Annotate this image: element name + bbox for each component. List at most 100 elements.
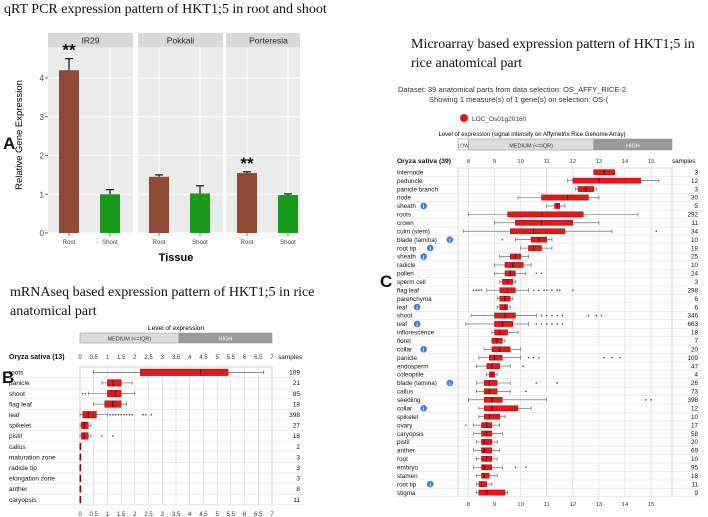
b-row-samples: 3 (296, 465, 300, 472)
b-tick-label-top: 1.5 (117, 355, 126, 361)
c-info-icon-glyph: i (429, 482, 431, 488)
c-info-icon (413, 320, 421, 328)
c-outlier (522, 365, 525, 367)
c-row-label: coleoptile (397, 372, 424, 379)
c-tick-label-bottom: 10 (517, 502, 523, 508)
b-outlier (142, 413, 144, 416)
b-row-samples: 18 (293, 401, 301, 408)
c-row-label: embryo (397, 464, 418, 471)
c-outlier (556, 382, 558, 384)
c-row-samples: 10 (691, 414, 699, 421)
c-box (507, 211, 584, 218)
c-row-label: blade (lamina) (397, 237, 437, 244)
b-tick-label-top: 5.5 (227, 355, 236, 361)
c-box (478, 489, 506, 496)
c-box (483, 413, 500, 420)
c-outlier (501, 238, 504, 241)
c-band-low-label: LOW (458, 144, 470, 150)
c-row-samples: 73 (691, 389, 699, 396)
c-row-samples: 18 (691, 245, 699, 252)
a-bar (190, 193, 210, 233)
a-x-axis-label: Tissue (159, 252, 194, 264)
c-row-label: anther (397, 448, 415, 455)
c-plot-area (457, 167, 673, 498)
c-outlier (551, 314, 553, 317)
c-info-icon-glyph: i (423, 204, 425, 210)
b-tick-label-top: 4.5 (199, 355, 208, 361)
c-row-samples: 109 (687, 355, 698, 362)
a-bar (278, 195, 298, 233)
c-outlier (538, 356, 540, 359)
c-outlier (558, 289, 561, 292)
c-row-label: stigma (397, 490, 416, 497)
c-info-icon-glyph: i (416, 322, 418, 328)
c-box (483, 380, 498, 386)
c-row-samples: 3 (694, 279, 698, 286)
b-outlier (117, 413, 120, 416)
c-row-samples: 398 (687, 397, 698, 404)
c-level-header-suffix: (signal intensity on Affymetrix Rice Gen… (490, 132, 625, 138)
c-box (491, 346, 511, 353)
c-tick-label-top: 8 (467, 159, 470, 165)
b-tick-label-bottom: 4 (188, 512, 192, 517)
c-row-label: peduncle (397, 178, 423, 185)
c-row-label: floret (397, 338, 411, 345)
c-info-icon (446, 236, 454, 243)
b-tick-label-top: 1 (106, 355, 110, 361)
c-row-samples: 6 (694, 304, 698, 311)
c-band-high (593, 138, 673, 151)
c-row-samples: 7 (694, 338, 698, 345)
a-x-tick-label: Shoot (102, 240, 118, 246)
c-box (528, 245, 542, 251)
b-outlier (112, 435, 114, 437)
b-tick-label-bottom: 3 (161, 512, 165, 517)
c-row-samples: 18 (691, 473, 699, 480)
a-facet-label: Porteresia (249, 36, 288, 46)
c-tick-label-top: 12 (570, 159, 576, 165)
c-outlier (535, 272, 538, 275)
b-tick-label-top: 0.5 (90, 355, 99, 361)
b-samples-header: samples (278, 354, 303, 361)
b-tick-label-bottom: 0 (78, 512, 82, 517)
panel-label-c: C (380, 272, 393, 291)
c-outlier (535, 323, 538, 325)
c-tick-label-bottom: 15 (648, 502, 654, 508)
c-box (486, 363, 500, 369)
b-outlier (123, 413, 125, 416)
b-outlier (101, 435, 103, 437)
a-y-tick-label: 3 (40, 113, 45, 122)
b-outlier (109, 413, 111, 416)
b-row-label: maturation zone (9, 454, 56, 461)
c-tick-label-top: 10 (517, 159, 523, 165)
panel-label-a: A (3, 134, 16, 153)
c-outlier (475, 289, 478, 292)
b-row-samples: 3 (296, 454, 300, 461)
b-tick-label-bottom: 5 (215, 512, 219, 517)
c-box (478, 481, 487, 487)
b-tick-label-bottom: 4.5 (199, 512, 208, 517)
b-outlier (125, 413, 128, 416)
c-info-icon (426, 244, 434, 252)
c-row-label: endosperm (397, 363, 429, 370)
c-info-icon (413, 303, 421, 311)
c-row-label: collar (397, 346, 412, 353)
b-box (81, 421, 89, 429)
b-tick-label-bottom: 1.5 (117, 512, 126, 517)
b-row-samples: 21 (293, 380, 301, 387)
b-band-medium-label: MEDIUM (<=IQR) (108, 337, 152, 343)
b-tick-label-bottom: 3.5 (172, 512, 181, 517)
c-outlier (465, 424, 467, 426)
c-box (483, 388, 498, 395)
b-tick-label-top: 2 (133, 355, 137, 361)
c-row-label: crown (397, 220, 414, 227)
c-info-icon (420, 404, 427, 412)
c-box (481, 472, 490, 479)
c-row-samples: 10 (691, 456, 699, 463)
b-row-label: shoot (9, 391, 25, 398)
c-row-label: sperm cell (397, 279, 426, 286)
qrt-title: qRT PCR expression pattern of HKT1;5 in … (4, 2, 327, 17)
c-outlier (655, 230, 658, 233)
c-row-label: panicle (397, 355, 417, 362)
a-x-tick-label: Shoot (192, 240, 208, 246)
